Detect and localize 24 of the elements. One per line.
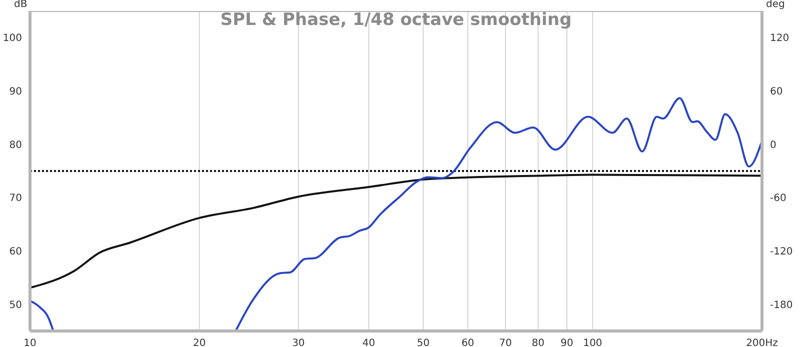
x-tick-label: 50 [416, 338, 430, 347]
y-tick-label: 50 [9, 300, 22, 311]
x-tick-label: 20 [193, 338, 206, 347]
y-tick-label: 90 [9, 86, 22, 98]
chart-title: SPL & Phase, 1/48 octave smoothing [219, 10, 573, 30]
x-tick-label: 40 [362, 338, 376, 347]
y2-tick-label: 0 [770, 140, 776, 151]
y-tick-label: 70 [9, 193, 22, 204]
x-tick-label: 30 [292, 338, 305, 347]
y-tick-label: 80 [9, 140, 22, 151]
y2-tick-label: 60 [770, 86, 783, 98]
x-tick-label: 70 [499, 338, 512, 347]
x-tick-label: 60 [461, 338, 474, 347]
y2-tick-label: -60 [770, 193, 786, 204]
x-tick-label: 100 [583, 338, 602, 347]
x-tick-label: 10 [24, 338, 36, 347]
x-tick-label: 80 [532, 338, 544, 347]
x-tick-label: 90 [560, 338, 574, 347]
y2-tick-label: 120 [770, 33, 790, 44]
x-tick-label: 200Hz [746, 338, 778, 347]
y2-tick-label: -180 [770, 300, 793, 311]
y2-tick-label: -120 [770, 246, 793, 258]
y-tick-label: 60 [9, 246, 22, 258]
y-tick-label: 100 [2, 33, 22, 44]
